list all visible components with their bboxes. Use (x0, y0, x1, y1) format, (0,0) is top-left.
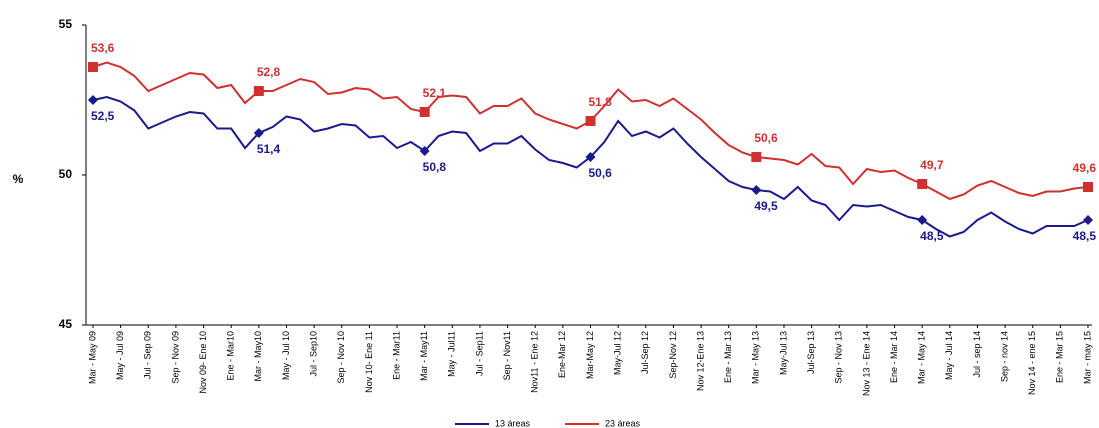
x-tick-label: Sep - Nov 10 (336, 331, 346, 384)
x-tick-label: Mar-May 12 (585, 331, 595, 379)
data-label: 50,6 (589, 166, 613, 180)
x-tick-label: Mar - May11 (419, 331, 429, 381)
marker (751, 185, 762, 195)
data-label: 52,8 (257, 65, 281, 79)
x-tick-label: Sep - Nov 09 (170, 331, 180, 384)
y-tick-label: 55 (59, 17, 73, 31)
data-label: 50,6 (754, 131, 778, 145)
x-tick-label: Sep - nov 14 (999, 331, 1009, 382)
x-tick-label: May - Jul11 (447, 331, 457, 377)
data-label: 51,8 (589, 95, 613, 109)
data-label: 52,1 (423, 86, 447, 100)
x-tick-label: May-Jul 13 (778, 331, 788, 375)
legend-label: 13 áreas (495, 418, 531, 428)
x-tick-label: Sep - Nov11 (502, 331, 512, 380)
marker (253, 86, 264, 96)
x-tick-label: Mar - May10 (253, 331, 263, 382)
x-tick-label: Nov 12-Ene 13 (695, 331, 705, 391)
data-label: 48,5 (1073, 229, 1097, 243)
y-tick-label: 45 (59, 317, 73, 331)
marker (419, 107, 430, 117)
x-tick-label: Nov 14 - ene 15 (1027, 331, 1037, 395)
data-label: 49,6 (1073, 161, 1097, 175)
x-tick-label: Jul - Sep10 (308, 331, 318, 377)
marker (88, 95, 98, 105)
x-tick-label: Ene - Mar 14 (889, 331, 899, 383)
data-label: 52,5 (91, 109, 115, 123)
marker (585, 116, 596, 126)
marker (917, 215, 928, 225)
x-tick-label: May-Jul 12 (613, 331, 623, 375)
data-label: 50,8 (423, 160, 447, 174)
x-tick-label: Nov 10- Ene 11 (364, 331, 374, 393)
x-tick-label: Jul - Sep 09 (143, 331, 153, 379)
x-tick-label: Jul-Sep 13 (806, 331, 816, 374)
x-tick-label: Nov 09- Ene 10 (198, 331, 208, 394)
x-tick-label: May - Jul 14 (944, 331, 954, 380)
marker (253, 128, 264, 138)
data-label: 53,6 (91, 41, 115, 55)
marker (419, 146, 430, 156)
data-label: 49,7 (920, 158, 944, 172)
data-label: 48,5 (920, 229, 944, 243)
x-tick-label: Ene - Mar10 (226, 331, 236, 381)
y-tick-label: 50 (59, 167, 73, 181)
y-axis-label: % (13, 172, 24, 186)
x-tick-label: Sep-Nov 12 (668, 331, 678, 379)
x-tick-label: Nov11 - Ene 12 (530, 331, 540, 393)
x-tick-label: Jul-Sep 12 (640, 331, 650, 374)
x-tick-label: May - Jul 10 (281, 331, 291, 380)
marker (917, 179, 928, 189)
marker (1083, 215, 1093, 225)
x-tick-label: Jul - sep 14 (972, 331, 982, 378)
marker (585, 152, 596, 162)
data-label: 51,4 (257, 142, 281, 156)
x-tick-label: Mar - May 14 (917, 331, 927, 384)
marker (1083, 182, 1093, 192)
data-label: 49,5 (754, 199, 778, 213)
x-tick-label: Sep - Nov 13 (834, 331, 844, 384)
x-tick-label: Ene - Mar 15 (1055, 331, 1065, 383)
x-tick-label: Nov 13 - Ene 14 (861, 331, 871, 396)
legend-label: 23 áreas (605, 418, 641, 428)
x-tick-label: Mar - May 13 (751, 331, 761, 384)
marker (88, 62, 98, 72)
x-tick-label: May - Jul 09 (115, 331, 125, 380)
x-tick-label: Ene - Mar11 (391, 331, 401, 380)
marker (751, 152, 762, 162)
x-tick-label: Ene - Mar 13 (723, 331, 733, 383)
x-tick-label: Mar - may 15 (1082, 331, 1092, 384)
x-tick-label: Ene-Mar 12 (557, 331, 567, 378)
x-tick-label: Jul - Sep11 (474, 331, 484, 376)
x-tick-label: Mar - May 09 (87, 331, 97, 384)
